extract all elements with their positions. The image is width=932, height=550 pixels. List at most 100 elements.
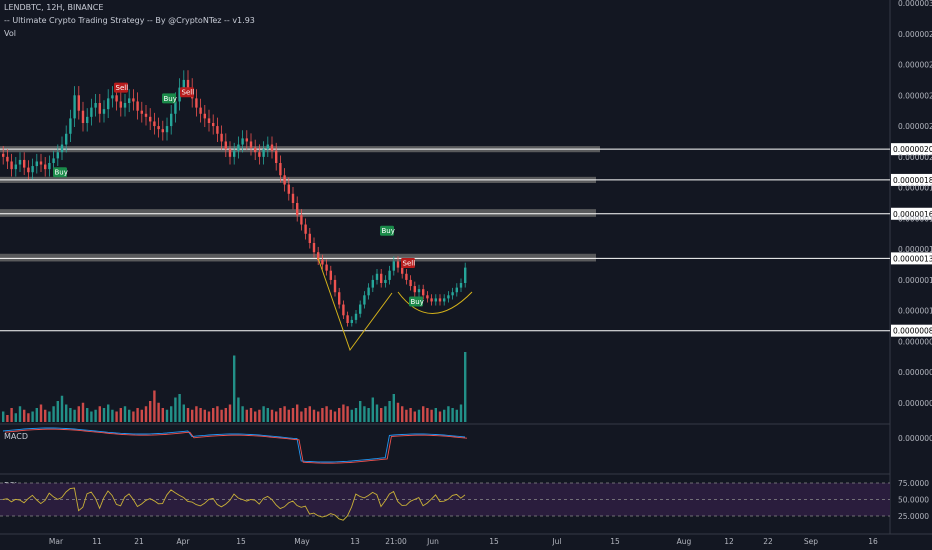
candle-body — [317, 252, 320, 260]
candle-body — [329, 270, 332, 280]
volume-bar — [275, 411, 278, 422]
time-axis-tick: 15 — [236, 537, 246, 546]
candle-body — [52, 158, 55, 163]
candle-body — [308, 233, 311, 243]
candle-body — [296, 203, 299, 216]
volume-bar — [354, 408, 358, 422]
candle-body — [359, 304, 362, 314]
price-level-tag — [891, 324, 932, 337]
volume-bar — [111, 409, 114, 422]
candle-body — [153, 121, 156, 127]
volume-bar — [287, 409, 290, 422]
price-axis-tick: 0.00000060 — [898, 368, 932, 377]
candle-body — [220, 133, 223, 142]
buy-signal: Buy — [380, 225, 395, 236]
volume-indicator-label: Vol — [4, 29, 16, 38]
candle-body — [350, 319, 353, 323]
candle-body — [228, 149, 232, 157]
candle-body — [443, 298, 446, 302]
volume-bar — [342, 404, 345, 422]
candle-body — [401, 267, 404, 274]
volume-bar — [207, 411, 211, 422]
candle — [405, 269, 408, 285]
candle — [447, 291, 450, 303]
price-axis-tick: 0.00000100 — [898, 307, 932, 316]
signal-badge — [53, 167, 67, 178]
volume-bar — [132, 411, 135, 422]
signal-label: Sell — [116, 84, 129, 92]
price-level-tag — [891, 252, 932, 265]
candle-body — [346, 315, 349, 323]
candle — [434, 294, 437, 306]
candle — [300, 209, 303, 231]
volume-bar — [102, 408, 106, 422]
candle — [279, 155, 282, 183]
volume-bar — [270, 409, 274, 422]
candle-body — [10, 161, 13, 170]
candle — [371, 275, 374, 293]
candle-body — [304, 224, 307, 234]
candle-body — [413, 286, 416, 293]
volume-bar — [44, 409, 47, 422]
candle-body — [396, 261, 400, 268]
candle-body — [392, 261, 395, 271]
candle — [199, 98, 202, 123]
candle — [380, 269, 383, 288]
volume-bar — [161, 408, 164, 422]
sell-signal: Sell — [180, 87, 194, 98]
price-level-tag-text: 0.00000205 — [893, 145, 932, 154]
buy-signal: Buy — [53, 167, 68, 178]
candle-body — [27, 167, 30, 173]
volume-bar — [254, 411, 257, 422]
candle — [90, 98, 93, 126]
candle — [98, 93, 101, 123]
price-level-tag-text: 0.00000163 — [893, 210, 932, 219]
volume-bar — [65, 404, 68, 422]
volume-bar — [224, 408, 227, 422]
time-axis-tick: 22 — [763, 537, 773, 546]
volume-bar — [321, 408, 324, 422]
volume-bar — [245, 409, 248, 422]
volume-bar — [98, 406, 101, 422]
candle-body — [262, 149, 265, 157]
macd-pane-label: MACD — [4, 432, 28, 441]
candle-body — [380, 273, 383, 283]
volume-bar — [2, 411, 5, 422]
volume-bar — [119, 408, 122, 422]
time-axis-tick: Sep — [804, 537, 818, 546]
volume-bar — [128, 409, 131, 422]
candle-body — [266, 144, 269, 150]
candle — [149, 108, 152, 131]
candle-body — [44, 164, 47, 170]
time-axis-tick: 21 — [134, 537, 144, 546]
volume-bar — [52, 406, 55, 422]
candle — [140, 101, 143, 123]
volume-bar — [153, 390, 156, 422]
candle — [165, 117, 169, 141]
candle — [128, 89, 131, 113]
candle-body — [39, 161, 43, 165]
sell-signal: Sell — [401, 258, 415, 268]
candle — [438, 294, 442, 306]
candle — [325, 259, 328, 276]
candle-body — [35, 161, 38, 167]
volume-bar — [60, 395, 64, 422]
candle-body — [140, 110, 143, 114]
candle-body — [426, 295, 429, 299]
volume-bar — [86, 408, 89, 422]
time-axis-tick: 16 — [868, 537, 878, 546]
candle-body — [367, 287, 370, 296]
volume-bar — [216, 406, 219, 422]
volume-bar — [417, 409, 421, 422]
candle — [86, 108, 89, 132]
candle — [81, 101, 85, 132]
candle-body — [48, 163, 51, 170]
price-axis-tick: 0.00000260 — [898, 61, 932, 70]
volume-bar — [182, 404, 185, 422]
volume-bar — [258, 409, 261, 422]
buy-signal: Buy — [409, 296, 424, 307]
price-level-tag-text: 0.00000134 — [893, 254, 932, 263]
